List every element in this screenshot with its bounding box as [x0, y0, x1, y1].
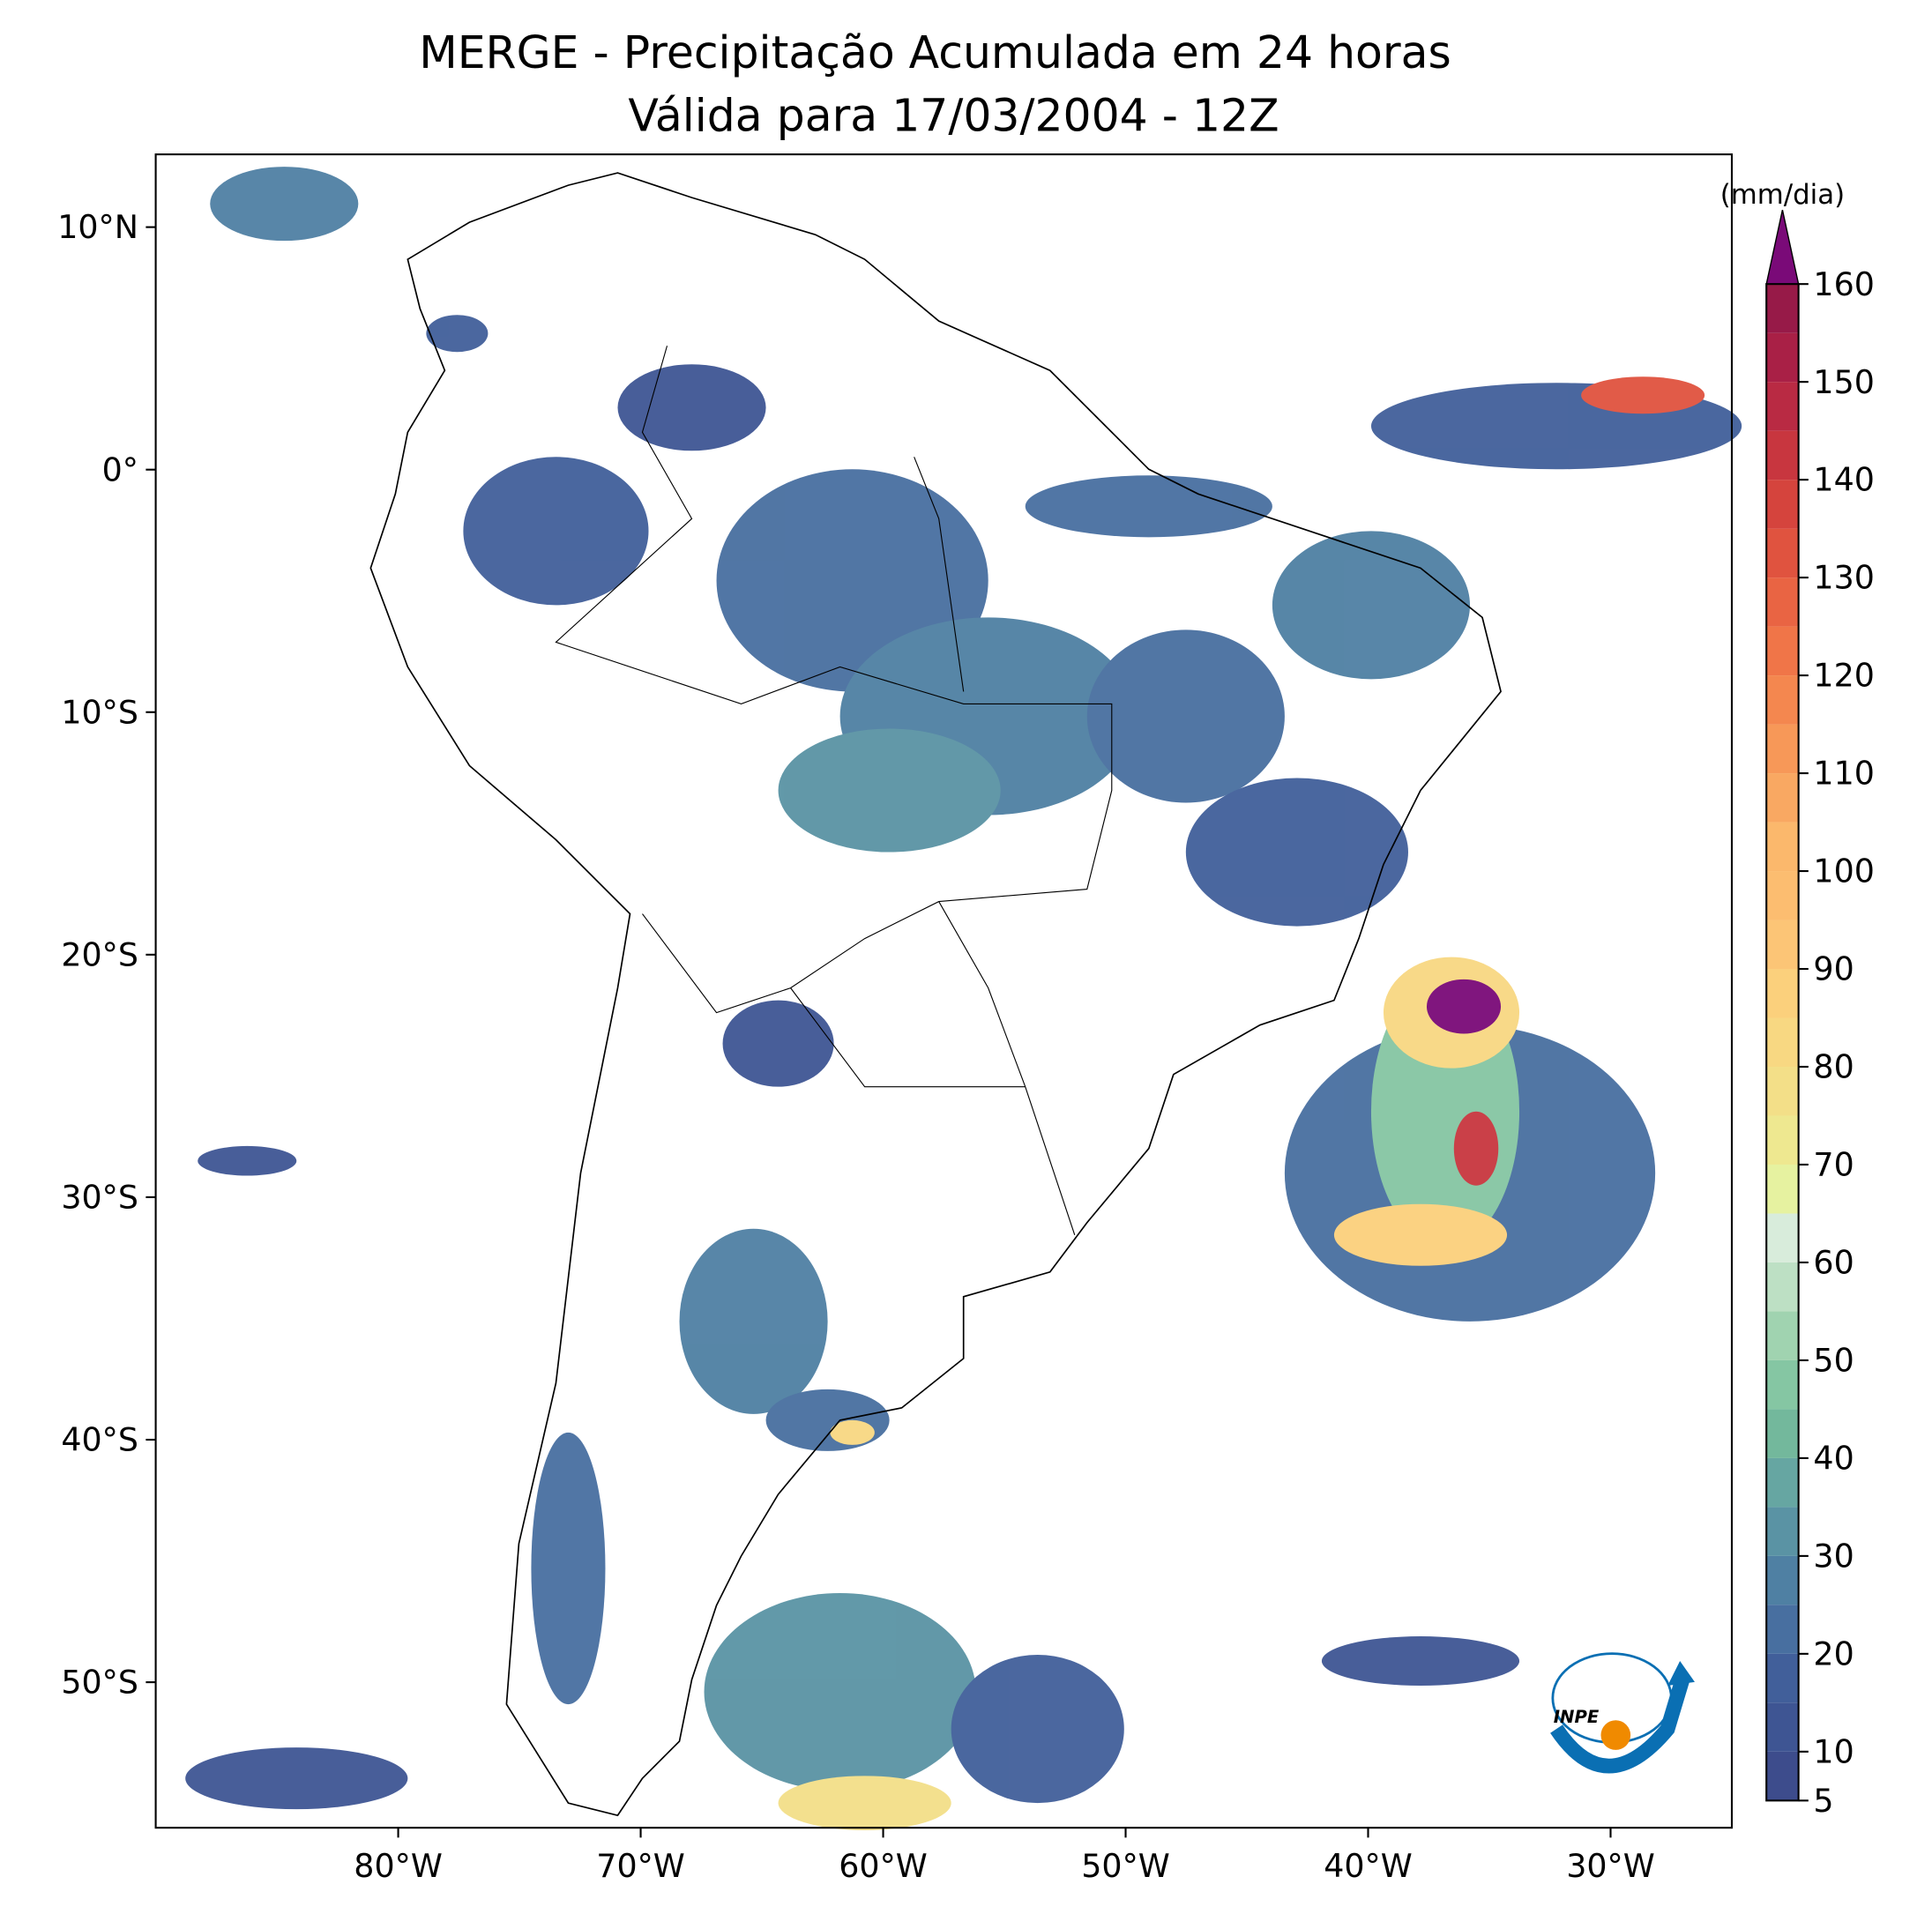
y-tick-label: 50°S: [61, 1664, 138, 1702]
colorbar-band: [1766, 1164, 1799, 1214]
colorbar-tick-label: 130: [1813, 559, 1875, 597]
x-tick-label: 80°W: [354, 1847, 443, 1885]
colorbar-frame: [1765, 283, 1800, 1802]
colorbar-tick-label: 40: [1813, 1440, 1854, 1478]
colorbar-band: [1766, 724, 1799, 774]
colorbar-band: [1766, 1457, 1799, 1508]
colorbar-band: [1766, 822, 1799, 872]
colorbar-band: [1766, 1066, 1799, 1116]
x-tick-label: 30°W: [1566, 1847, 1655, 1885]
y-tick-label: 40°S: [61, 1421, 138, 1459]
colorbar-tick-label: 80: [1813, 1048, 1854, 1086]
colorbar-tick-label: 70: [1813, 1146, 1854, 1184]
title: MERGE - Precipitação Acumulada em 24 hor…: [419, 26, 1451, 78]
country-borders: [555, 346, 1113, 1235]
colorbar-tick-label: 50: [1813, 1342, 1854, 1380]
map-area: [154, 153, 1742, 1830]
continent-outline: [369, 172, 1502, 1817]
colorbar-tick-label: 110: [1813, 755, 1875, 793]
colorbar-extend: [1765, 209, 1800, 285]
subtitle: Válida para 17/03/2004 - 12Z: [628, 89, 1279, 141]
colorbar-band: [1766, 332, 1799, 383]
colorbar-band: [1766, 1359, 1799, 1410]
colorbar-band: [1766, 1555, 1799, 1605]
logo-text: INPE: [1554, 1707, 1600, 1727]
colorbar-band: [1766, 1409, 1799, 1458]
x-tick-label: 60°W: [839, 1847, 928, 1885]
colorbar-band: [1766, 1311, 1799, 1360]
colorbar-band: [1766, 1017, 1799, 1067]
colorbar-band: [1766, 773, 1799, 823]
plot-frame: [154, 153, 1734, 1829]
colorbar-band: [1766, 626, 1799, 676]
y-tick-label: 10°S: [61, 693, 138, 731]
colorbar-band: [1766, 675, 1799, 725]
colorbar-band: [1766, 480, 1799, 529]
colorbar-tick-label: 10: [1813, 1732, 1854, 1770]
colorbar-band: [1766, 1653, 1799, 1703]
inpe-logo: INPE: [1527, 1624, 1713, 1810]
y-tick-label: 20°S: [61, 935, 138, 973]
colorbar-band: [1766, 382, 1799, 431]
colorbar-band: [1766, 284, 1799, 333]
colorbar-band: [1766, 1507, 1799, 1556]
x-tick-label: 50°W: [1081, 1847, 1170, 1885]
colorbar-tick-label: 90: [1813, 950, 1854, 988]
colorbar-tick-label: 60: [1813, 1244, 1854, 1282]
colorbar-label: (mm/dia): [1720, 179, 1845, 211]
y-tick-label: 0°: [102, 451, 138, 488]
colorbar-tick-label: 160: [1813, 265, 1875, 303]
colorbar-band: [1766, 528, 1799, 578]
colorbar-band: [1766, 1702, 1799, 1752]
colorbar-band: [1766, 1213, 1799, 1262]
colorbar-band: [1766, 1262, 1799, 1312]
colorbar-tick-label: 140: [1813, 461, 1875, 499]
colorbar-band: [1766, 1115, 1799, 1165]
colorbar-tick-label: 20: [1813, 1635, 1854, 1672]
colorbar-tick-label: 100: [1813, 853, 1875, 890]
colorbar-band: [1766, 920, 1799, 970]
colorbar-band: [1766, 871, 1799, 920]
colorbar-tick-label: 150: [1813, 363, 1875, 401]
colorbar-band: [1766, 430, 1799, 480]
colorbar-band: [1766, 969, 1799, 1018]
y-tick-label: 10°N: [57, 208, 138, 246]
colorbar-tick-label: 30: [1813, 1537, 1854, 1575]
y-tick-label: 30°S: [61, 1179, 138, 1217]
colorbar-band: [1766, 577, 1799, 627]
colorbar-tick-label: 5: [1813, 1782, 1833, 1820]
x-tick-label: 70°W: [596, 1847, 685, 1885]
x-tick-label: 40°W: [1324, 1847, 1413, 1885]
colorbar-tick-label: 120: [1813, 657, 1875, 695]
colorbar-band: [1766, 1605, 1799, 1654]
colorbar-band: [1766, 1751, 1799, 1801]
